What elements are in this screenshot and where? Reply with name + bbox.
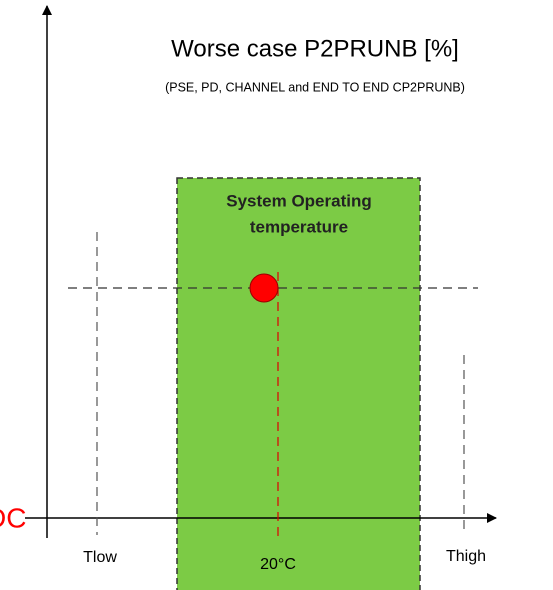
tlow-label: Tlow xyxy=(83,549,117,566)
mid-label: 20°C xyxy=(260,556,296,573)
operating-point xyxy=(249,273,279,303)
side-text: DC xyxy=(0,502,26,533)
thigh-label: Thigh xyxy=(446,548,486,565)
operating-zone xyxy=(176,177,421,590)
title: Worse case P2PRUNB [%] xyxy=(171,35,459,62)
zone-label: System Operating xyxy=(226,191,372,210)
zone-label: temperature xyxy=(250,217,348,236)
subtitle: (PSE, PD, CHANNEL and END TO END CP2PRUN… xyxy=(165,80,465,94)
